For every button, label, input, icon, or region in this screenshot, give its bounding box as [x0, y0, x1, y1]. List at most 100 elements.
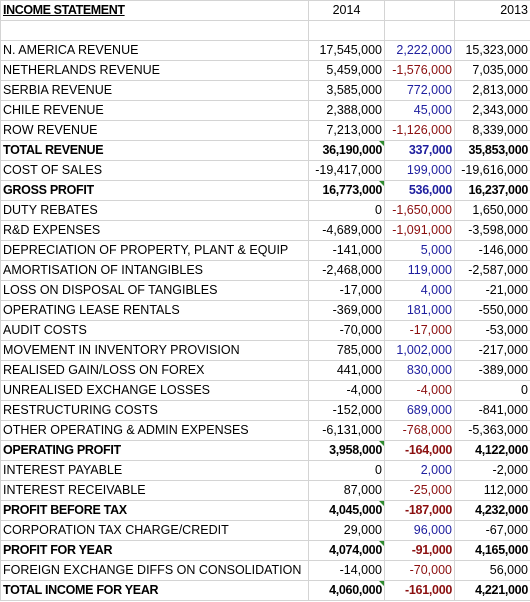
row-label-cell[interactable]: INTEREST RECEIVABLE — [0, 480, 309, 501]
value-2014-cell[interactable]: 4,060,000 — [308, 580, 385, 601]
value-2014-cell[interactable]: 441,000 — [308, 360, 385, 381]
variance-cell[interactable]: -17,000 — [384, 320, 455, 341]
value-2013-cell[interactable]: -67,000 — [454, 520, 530, 541]
variance-cell[interactable]: 337,000 — [384, 140, 455, 161]
variance-cell[interactable]: -164,000 — [384, 440, 455, 461]
value-2014-cell[interactable]: -152,000 — [308, 400, 385, 421]
variance-cell[interactable]: -768,000 — [384, 420, 455, 441]
value-2013-cell[interactable]: 4,232,000 — [454, 500, 530, 521]
variance-cell[interactable]: 45,000 — [384, 100, 455, 121]
value-2013-cell[interactable]: 4,221,000 — [454, 580, 530, 601]
value-2013-cell[interactable]: 56,000 — [454, 560, 530, 581]
value-2013-cell[interactable]: 2,343,000 — [454, 100, 530, 121]
variance-cell[interactable]: 96,000 — [384, 520, 455, 541]
variance-cell[interactable]: -4,000 — [384, 380, 455, 401]
value-2013-cell[interactable]: 2,813,000 — [454, 80, 530, 101]
row-label-cell[interactable]: DUTY REBATES — [0, 200, 309, 221]
value-2014-cell[interactable]: -4,689,000 — [308, 220, 385, 241]
variance-cell[interactable]: -1,650,000 — [384, 200, 455, 221]
variance-cell[interactable]: 5,000 — [384, 240, 455, 261]
value-2013-cell[interactable]: 35,853,000 — [454, 140, 530, 161]
blank-cell[interactable] — [384, 20, 455, 41]
row-label-cell[interactable]: PROFIT FOR YEAR — [0, 540, 309, 561]
row-label-cell[interactable]: AMORTISATION OF INTANGIBLES — [0, 260, 309, 281]
variance-cell[interactable]: 2,222,000 — [384, 40, 455, 61]
row-label-cell[interactable]: LOSS ON DISPOSAL OF TANGIBLES — [0, 280, 309, 301]
row-label-cell[interactable]: N. AMERICA REVENUE — [0, 40, 309, 61]
row-label-cell[interactable]: FOREIGN EXCHANGE DIFFS ON CONSOLIDATION — [0, 560, 309, 581]
row-label-cell[interactable]: TOTAL REVENUE — [0, 140, 309, 161]
value-2014-cell[interactable]: -19,417,000 — [308, 160, 385, 181]
row-label-cell[interactable]: OPERATING LEASE RENTALS — [0, 300, 309, 321]
variance-cell[interactable]: -70,000 — [384, 560, 455, 581]
value-2013-cell[interactable]: -2,000 — [454, 460, 530, 481]
variance-cell[interactable]: -161,000 — [384, 580, 455, 601]
value-2013-cell[interactable]: -217,000 — [454, 340, 530, 361]
value-2014-cell[interactable]: 0 — [308, 200, 385, 221]
value-2014-cell[interactable]: 3,585,000 — [308, 80, 385, 101]
row-label-cell[interactable]: NETHERLANDS REVENUE — [0, 60, 309, 81]
value-2013-cell[interactable]: 1,650,000 — [454, 200, 530, 221]
variance-cell[interactable]: -1,576,000 — [384, 60, 455, 81]
value-2013-cell[interactable]: 0 — [454, 380, 530, 401]
blank-cell[interactable] — [308, 20, 385, 41]
row-label-cell[interactable]: AUDIT COSTS — [0, 320, 309, 341]
row-label-cell[interactable]: INTEREST PAYABLE — [0, 460, 309, 481]
value-2014-cell[interactable]: 16,773,000 — [308, 180, 385, 201]
variance-cell[interactable]: 199,000 — [384, 160, 455, 181]
row-label-cell[interactable]: REALISED GAIN/LOSS ON FOREX — [0, 360, 309, 381]
row-label-cell[interactable]: TOTAL INCOME FOR YEAR — [0, 580, 309, 601]
value-2013-cell[interactable]: -2,587,000 — [454, 260, 530, 281]
value-2014-cell[interactable]: -17,000 — [308, 280, 385, 301]
value-2014-cell[interactable]: 785,000 — [308, 340, 385, 361]
row-label-cell[interactable]: R&D EXPENSES — [0, 220, 309, 241]
value-2013-cell[interactable]: 4,122,000 — [454, 440, 530, 461]
value-2013-cell[interactable]: 4,165,000 — [454, 540, 530, 561]
value-2013-cell[interactable]: 16,237,000 — [454, 180, 530, 201]
row-label-cell[interactable]: COST OF SALES — [0, 160, 309, 181]
row-label-cell[interactable]: ROW REVENUE — [0, 120, 309, 141]
value-2014-cell[interactable]: -141,000 — [308, 240, 385, 261]
variance-cell[interactable]: -25,000 — [384, 480, 455, 501]
header-diff-cell[interactable] — [384, 0, 455, 21]
value-2013-cell[interactable]: -53,000 — [454, 320, 530, 341]
row-label-cell[interactable]: RESTRUCTURING COSTS — [0, 400, 309, 421]
value-2014-cell[interactable]: 7,213,000 — [308, 120, 385, 141]
header-2013-cell[interactable]: 2013 — [454, 0, 530, 21]
value-2013-cell[interactable]: -389,000 — [454, 360, 530, 381]
value-2013-cell[interactable]: 7,035,000 — [454, 60, 530, 81]
variance-cell[interactable]: 4,000 — [384, 280, 455, 301]
value-2014-cell[interactable]: 5,459,000 — [308, 60, 385, 81]
value-2013-cell[interactable]: -21,000 — [454, 280, 530, 301]
value-2014-cell[interactable]: -6,131,000 — [308, 420, 385, 441]
row-label-cell[interactable]: PROFIT BEFORE TAX — [0, 500, 309, 521]
value-2013-cell[interactable]: -5,363,000 — [454, 420, 530, 441]
value-2014-cell[interactable]: 29,000 — [308, 520, 385, 541]
value-2013-cell[interactable]: -19,616,000 — [454, 160, 530, 181]
row-label-cell[interactable]: CORPORATION TAX CHARGE/CREDIT — [0, 520, 309, 541]
value-2013-cell[interactable]: -841,000 — [454, 400, 530, 421]
row-label-cell[interactable]: CHILE REVENUE — [0, 100, 309, 121]
variance-cell[interactable]: 689,000 — [384, 400, 455, 421]
variance-cell[interactable]: -1,126,000 — [384, 120, 455, 141]
blank-cell[interactable] — [454, 20, 530, 41]
value-2014-cell[interactable]: 87,000 — [308, 480, 385, 501]
value-2014-cell[interactable]: -4,000 — [308, 380, 385, 401]
value-2013-cell[interactable]: -3,598,000 — [454, 220, 530, 241]
row-label-cell[interactable]: OTHER OPERATING & ADMIN EXPENSES — [0, 420, 309, 441]
value-2014-cell[interactable]: 36,190,000 — [308, 140, 385, 161]
value-2014-cell[interactable]: -70,000 — [308, 320, 385, 341]
row-label-cell[interactable]: OPERATING PROFIT — [0, 440, 309, 461]
sheet-title-cell[interactable]: INCOME STATEMENT — [0, 0, 309, 21]
value-2013-cell[interactable]: 8,339,000 — [454, 120, 530, 141]
value-2014-cell[interactable]: -14,000 — [308, 560, 385, 581]
value-2014-cell[interactable]: -369,000 — [308, 300, 385, 321]
variance-cell[interactable]: 119,000 — [384, 260, 455, 281]
value-2014-cell[interactable]: 0 — [308, 460, 385, 481]
value-2014-cell[interactable]: 2,388,000 — [308, 100, 385, 121]
value-2014-cell[interactable]: 4,074,000 — [308, 540, 385, 561]
header-2014-cell[interactable]: 2014 — [308, 0, 385, 21]
row-label-cell[interactable]: UNREALISED EXCHANGE LOSSES — [0, 380, 309, 401]
row-label-cell[interactable]: MOVEMENT IN INVENTORY PROVISION — [0, 340, 309, 361]
variance-cell[interactable]: -1,091,000 — [384, 220, 455, 241]
